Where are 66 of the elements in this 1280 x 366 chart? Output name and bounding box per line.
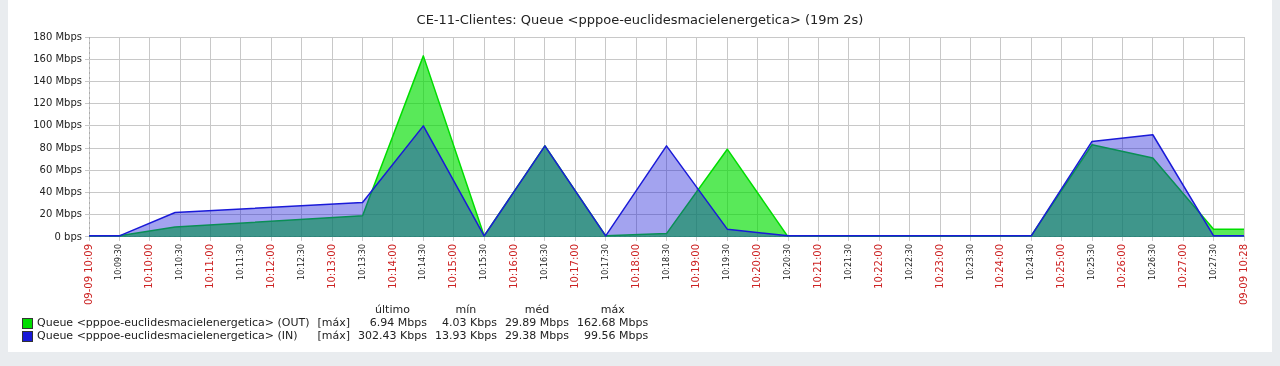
text: máx xyxy=(599,303,626,316)
y-tick-label: 20 Mbps xyxy=(39,208,82,220)
x-tick-label: 10:26:30 xyxy=(1147,243,1157,280)
x-tick-label: 10:14:30 xyxy=(418,243,428,280)
x-tick-label: 10:19:00 xyxy=(690,243,702,289)
x-tick-label: 10:10:30 xyxy=(175,243,185,280)
x-tick-label: 10:15:30 xyxy=(479,243,489,280)
text: 302.43 Kbps xyxy=(357,329,428,342)
x-tick-label: 10:16:30 xyxy=(540,243,549,280)
x-tick-label: 10:25:00 xyxy=(1055,243,1067,289)
y-tick-label: 80 Mbps xyxy=(39,141,82,153)
x-tick-label: 10:24:30 xyxy=(1026,243,1036,280)
x-tick-label: 10:23:00 xyxy=(933,243,945,289)
text: último xyxy=(374,303,411,316)
x-tick-label: 10:21:30 xyxy=(843,243,853,280)
x-tick-label: 10:18:00 xyxy=(629,243,641,289)
text: 4.03 Kbps xyxy=(440,316,498,329)
text: 29.38 Mbps xyxy=(503,329,571,342)
y-tick-label: 140 Mbps xyxy=(33,75,82,87)
y-tick-label: 180 Mbps xyxy=(33,30,82,42)
text: 13.93 Kbps xyxy=(433,329,498,342)
x-tick-label: 10:22:00 xyxy=(872,243,884,289)
text: méd xyxy=(523,303,551,316)
y-tick-label: 0 bps xyxy=(54,230,82,242)
x-tick-label: 09-09 10:09 xyxy=(82,243,94,306)
x-tick-label: 10:22:30 xyxy=(904,243,914,280)
x-tick-label: 10:17:00 xyxy=(568,243,580,289)
x-tick-label: 10:27:30 xyxy=(1208,243,1218,280)
x-tick-label: 09-09 10:28 xyxy=(1237,243,1249,306)
x-tick-label: 10:21:00 xyxy=(812,243,824,289)
x-tick-label: 10:10:00 xyxy=(143,243,155,289)
x-tick-label: 10:14:00 xyxy=(386,243,398,289)
legend-label: Queue <pppoe-euclidesmacielenergetica> (IN) xyxy=(36,329,299,342)
x-tick-label: 10:24:00 xyxy=(994,243,1006,289)
x-tick-label: 10:13:00 xyxy=(325,243,337,289)
x-tick-label: 10:20:00 xyxy=(751,243,763,289)
x-tick-label: 10:19:30 xyxy=(722,243,732,280)
text: [máx] xyxy=(316,316,352,329)
x-tick-label: 10:16:00 xyxy=(508,243,520,289)
x-tick-label: 10:12:00 xyxy=(264,243,276,289)
chart-title: CE-11-Clientes: Queue <pppoe-euclidesmacielenergetica> (19m 2s) xyxy=(415,12,865,27)
text: mín xyxy=(454,303,478,316)
y-tick-label: 120 Mbps xyxy=(33,97,82,109)
x-tick-label: 10:25:30 xyxy=(1087,243,1097,280)
text: [máx] xyxy=(316,329,352,342)
x-tick-label: 10:09:30 xyxy=(114,243,124,280)
text: 99.56 Mbps xyxy=(583,329,650,342)
x-tick-label: 10:20:30 xyxy=(783,243,793,280)
y-tick-label: 160 Mbps xyxy=(33,52,82,64)
x-tick-label: 10:11:30 xyxy=(236,243,246,280)
x-tick-label: 10:26:00 xyxy=(1116,243,1128,289)
x-tick-label: 10:12:30 xyxy=(296,243,306,280)
y-tick-label: 60 Mbps xyxy=(39,163,82,175)
text: 29.89 Mbps xyxy=(503,316,571,329)
text: 162.68 Mbps xyxy=(576,316,650,329)
x-tick-label: 10:15:00 xyxy=(447,243,459,289)
x-tick-label: 10:17:30 xyxy=(600,243,610,280)
x-tick-label: 10:11:00 xyxy=(204,243,216,289)
x-tick-label: 10:18:30 xyxy=(661,243,671,280)
x-tick-label: 10:23:30 xyxy=(965,243,975,280)
y-tick-label: 100 Mbps xyxy=(33,119,82,131)
text: 6.94 Mbps xyxy=(368,316,428,329)
x-tick-label: 10:13:30 xyxy=(357,243,367,280)
y-tick-label: 40 Mbps xyxy=(39,186,82,198)
x-tick-label: 10:27:00 xyxy=(1176,243,1188,289)
legend-label: Queue <pppoe-euclidesmacielenergetica> (OUT) xyxy=(36,316,311,329)
